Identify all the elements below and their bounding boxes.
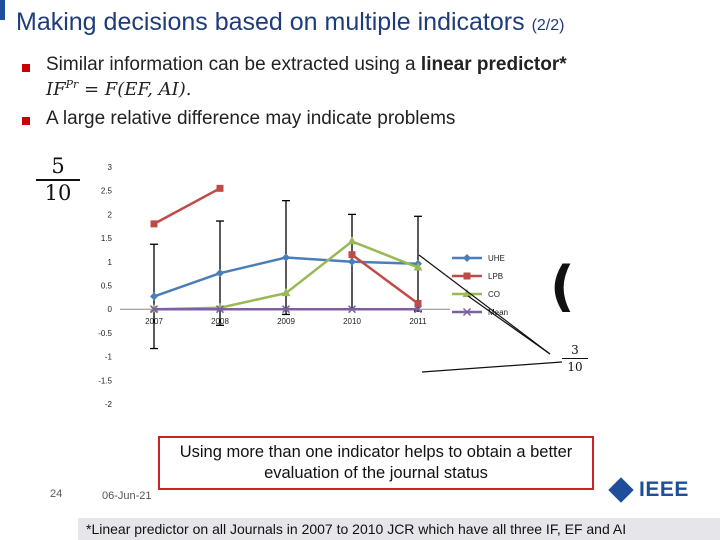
data-point-mean: [281, 305, 291, 314]
fraction-large: 5 10: [36, 156, 80, 204]
y-tick-label: 0: [108, 305, 113, 314]
y-tick-label: -1.5: [98, 376, 112, 385]
data-point-co: [281, 288, 291, 297]
legend-marker-mean: [462, 307, 472, 317]
series-line-lpb: [153, 187, 221, 225]
y-tick-label: 1: [108, 258, 113, 267]
bullet-2-text: A large relative difference may indicate…: [46, 108, 456, 129]
legend-label-lpb: LPB: [488, 272, 503, 281]
y-tick-label: -2: [105, 400, 113, 409]
data-point-lpb: [216, 184, 224, 192]
bullet-1-bold: linear predictor*: [420, 54, 567, 75]
y-tick-label: -0.5: [98, 329, 112, 338]
bullet-1-text: Similar information can be extracted usi…: [46, 54, 567, 76]
fraction-small: 3 10: [562, 344, 588, 373]
title-part: (2/2): [531, 17, 565, 34]
title-accent-bar: [0, 0, 5, 20]
footnote: *Linear predictor on all Journals in 200…: [78, 518, 720, 540]
series-line-lpb: [351, 253, 419, 305]
annotation-arrow: [421, 361, 563, 373]
legend-label-uhe: UHE: [488, 254, 505, 263]
data-point-lpb: [414, 300, 422, 308]
formula: IFPr = F(EF, AI).: [46, 78, 191, 100]
bullet-1-plain: Similar information can be extracted usi…: [46, 54, 421, 75]
fraction-large-bar: [36, 179, 80, 181]
y-tick-label: 3: [108, 163, 113, 172]
formula-rhs: = F(EF, AI).: [78, 79, 192, 100]
ieee-logo: IEEE: [608, 477, 689, 503]
fraction-large-num: 5: [51, 154, 65, 178]
slide-date: 06-Jun-21: [102, 490, 152, 502]
data-point-mean: [347, 305, 357, 314]
data-point-mean: [215, 305, 225, 314]
y-tick-label: 1.5: [101, 234, 113, 243]
fraction-large-den: 10: [44, 181, 72, 205]
fraction-small-num: 3: [571, 343, 579, 357]
legend-label-mean: Mean: [488, 308, 508, 317]
x-tick-label: 2009: [277, 317, 295, 326]
data-point-uhe: [150, 292, 158, 301]
data-point-uhe: [282, 253, 290, 262]
data-point-lpb: [150, 220, 158, 228]
fraction-small-bar: [562, 358, 588, 359]
x-tick-label: 2011: [409, 317, 427, 326]
formula-lhs: IF: [46, 79, 66, 100]
brace-glyph: (: [550, 255, 575, 318]
page-number: 24: [50, 488, 63, 500]
data-point-co: [347, 236, 357, 245]
ieee-logo-text: IEEE: [639, 478, 689, 501]
legend-marker-co: [462, 289, 472, 297]
fraction-small-den: 10: [567, 360, 583, 374]
bullet-2-marker: [22, 117, 30, 125]
data-point-mean: [413, 305, 423, 314]
data-point-co: [413, 262, 423, 271]
data-point-uhe: [216, 269, 224, 278]
y-tick-label: -1: [105, 353, 113, 362]
data-point-uhe: [348, 257, 356, 266]
formula-sup: Pr: [65, 78, 79, 91]
y-tick-label: 2: [108, 210, 113, 219]
title-main: Making decisions based on multiple indic…: [16, 8, 525, 36]
slide-title: Making decisions based on multiple indic…: [16, 8, 564, 37]
legend-label-co: CO: [488, 290, 500, 299]
callout-box: Using more than one indicator helps to o…: [158, 436, 594, 490]
x-tick-label: 2010: [343, 317, 361, 326]
data-point-lpb: [348, 251, 356, 259]
annotation-arrow: [418, 254, 551, 355]
legend-marker-uhe: [463, 254, 471, 262]
legend-marker-lpb: [463, 272, 471, 280]
y-tick-label: 0.5: [101, 282, 113, 291]
bullet-1-marker: [22, 64, 30, 72]
ieee-diamond-icon: [608, 477, 634, 503]
y-tick-label: 2.5: [101, 187, 113, 196]
data-point-mean: [149, 305, 159, 314]
